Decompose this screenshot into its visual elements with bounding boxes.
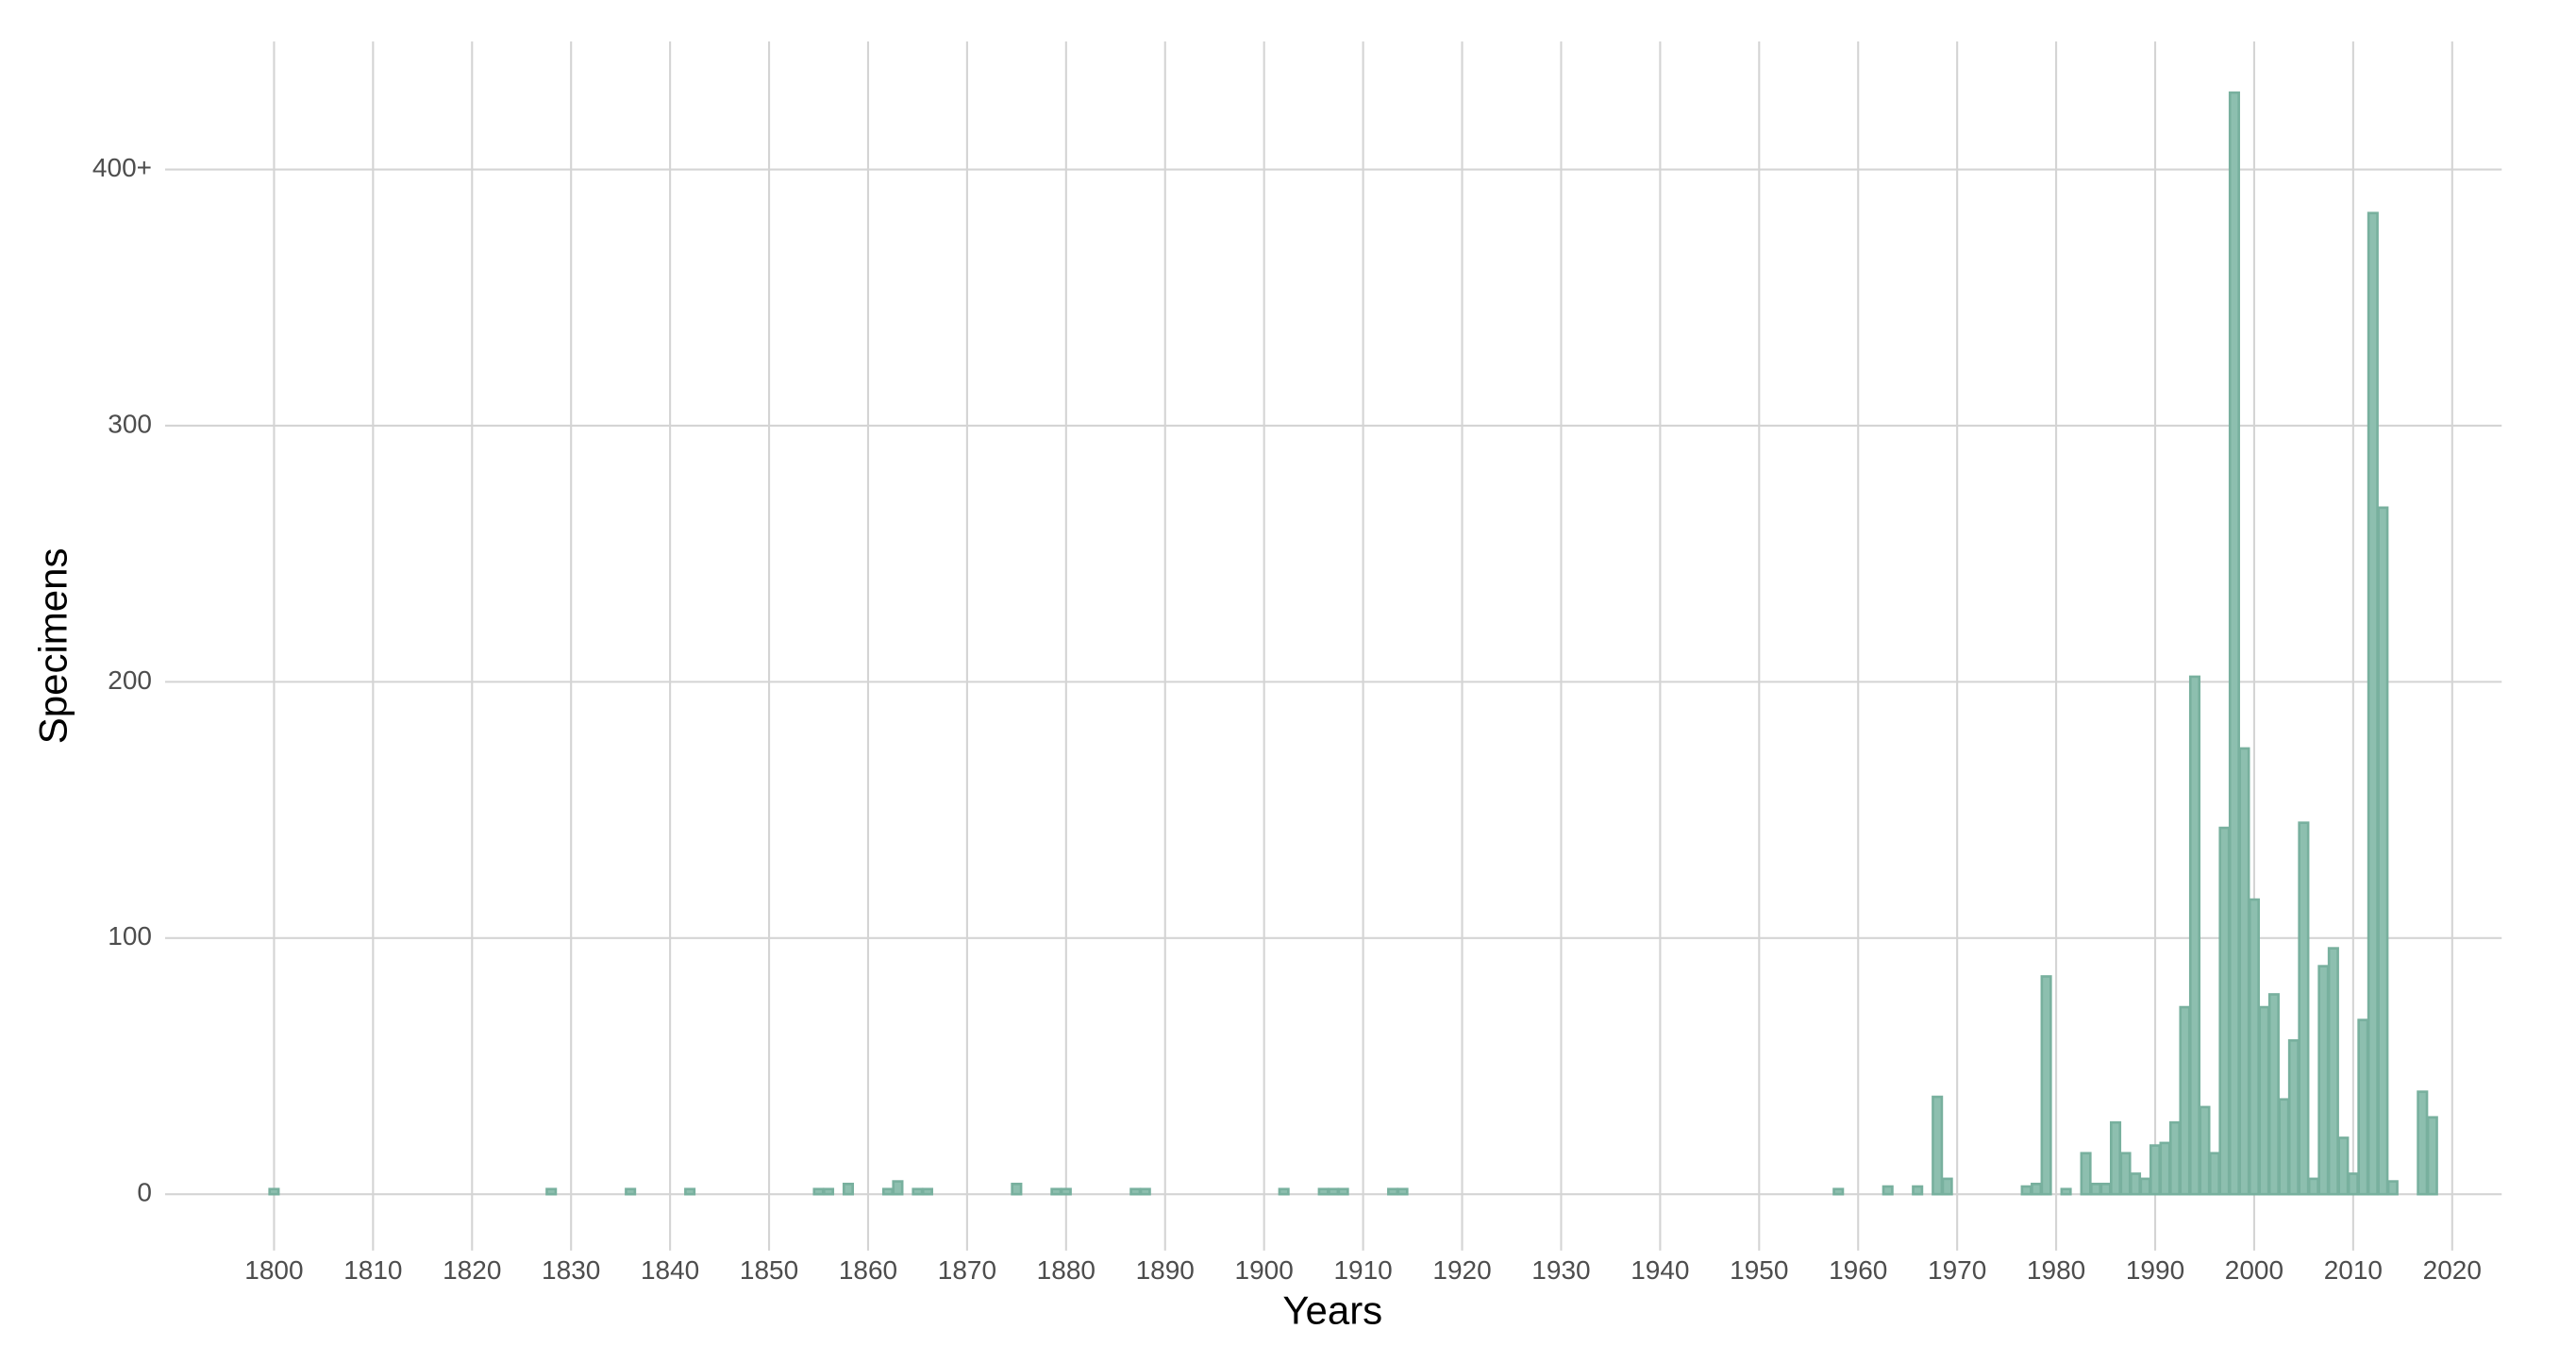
bar [1941,1177,1953,1196]
bar [2040,975,2052,1196]
bar [892,1180,904,1196]
x-tick-label: 1970 [1928,1255,1986,1285]
bar [2199,1105,2211,1196]
x-tick-label: 1960 [1829,1255,1887,1285]
bar [2258,1005,2270,1196]
bar [2129,1172,2142,1196]
x-tick-label: 1980 [2027,1255,2085,1285]
x-tick-label: 1850 [740,1255,798,1285]
bar [921,1187,933,1196]
bar [2248,898,2260,1196]
bar [2238,747,2250,1196]
x-axis-title: Years [1282,1287,1382,1332]
bar [2417,1090,2429,1196]
bar [1397,1187,1409,1196]
bar [2099,1182,2112,1196]
bar [2357,1018,2369,1196]
bar [2228,91,2240,1196]
bar [2139,1177,2151,1196]
bar [2149,1144,2162,1196]
y-tick-label: 400+ [92,153,152,182]
y-tick-label: 200 [108,665,152,695]
x-tick-label: 2020 [2423,1255,2482,1285]
x-tick-label: 1830 [542,1255,600,1285]
bar [2179,1005,2191,1196]
bar [625,1187,637,1196]
x-tick-label: 1950 [1730,1255,1788,1285]
bar [1139,1187,1151,1196]
bar [2307,1177,2319,1196]
bar [881,1187,894,1196]
bar [2298,821,2310,1196]
bar [2218,826,2231,1196]
bar [812,1187,825,1196]
bar [2090,1182,2102,1196]
x-tick-label: 1870 [938,1255,996,1285]
bar [2317,965,2330,1196]
bar [2367,211,2379,1196]
bar [2060,1187,2072,1196]
x-tick-label: 1880 [1037,1255,1096,1285]
y-tick-label: 300 [108,409,152,438]
bar [1328,1187,1340,1196]
x-tick-label: 1840 [641,1255,699,1285]
bar [1317,1187,1330,1196]
bar [1912,1185,1924,1196]
bar [2337,1136,2350,1196]
bar [268,1187,280,1196]
bar [2327,947,2339,1196]
bar [2347,1172,2359,1196]
x-tick-label: 1900 [1235,1255,1294,1285]
x-tick-label: 1910 [1333,1255,1392,1285]
bar [2119,1152,2132,1196]
bar [2377,506,2389,1196]
bar [822,1187,835,1196]
x-tick-label: 2000 [2225,1255,2283,1285]
bar [912,1187,924,1196]
bar [1932,1095,1944,1196]
x-tick-label: 2010 [2324,1255,2383,1285]
bar [2267,993,2280,1196]
bar [684,1187,696,1196]
x-tick-label: 1800 [244,1255,303,1285]
bar [2020,1185,2032,1196]
bar [2287,1039,2300,1196]
x-tick-label: 1810 [343,1255,402,1285]
bar [545,1187,558,1196]
x-tick-label: 1940 [1631,1255,1689,1285]
bar [1337,1187,1349,1196]
bar [842,1182,855,1196]
x-tick-label: 1860 [839,1255,897,1285]
bar [1387,1187,1399,1196]
bar [1882,1185,1894,1196]
y-tick-label: 0 [137,1178,152,1207]
bar [2031,1182,2043,1196]
bar [1060,1187,1072,1196]
x-tick-label: 1890 [1136,1255,1195,1285]
bar [2110,1120,2122,1196]
y-axis-title: Specimens [31,547,75,744]
bar [2386,1180,2399,1196]
bar [1011,1182,1023,1196]
x-tick-label: 1990 [2126,1255,2184,1285]
bar [1832,1187,1845,1196]
y-tick-label: 100 [108,921,152,951]
bar [1129,1187,1142,1196]
x-tick-label: 1930 [1531,1255,1590,1285]
x-tick-label: 1820 [443,1255,501,1285]
x-tick-label: 1920 [1432,1255,1491,1285]
bar [2278,1098,2290,1196]
bar [2188,675,2201,1196]
bar [2208,1152,2220,1196]
bar [1278,1187,1290,1196]
bar [2159,1141,2171,1196]
bar [2168,1120,2182,1196]
bar [1050,1187,1062,1196]
bar [2080,1152,2092,1196]
bar [2426,1116,2438,1196]
